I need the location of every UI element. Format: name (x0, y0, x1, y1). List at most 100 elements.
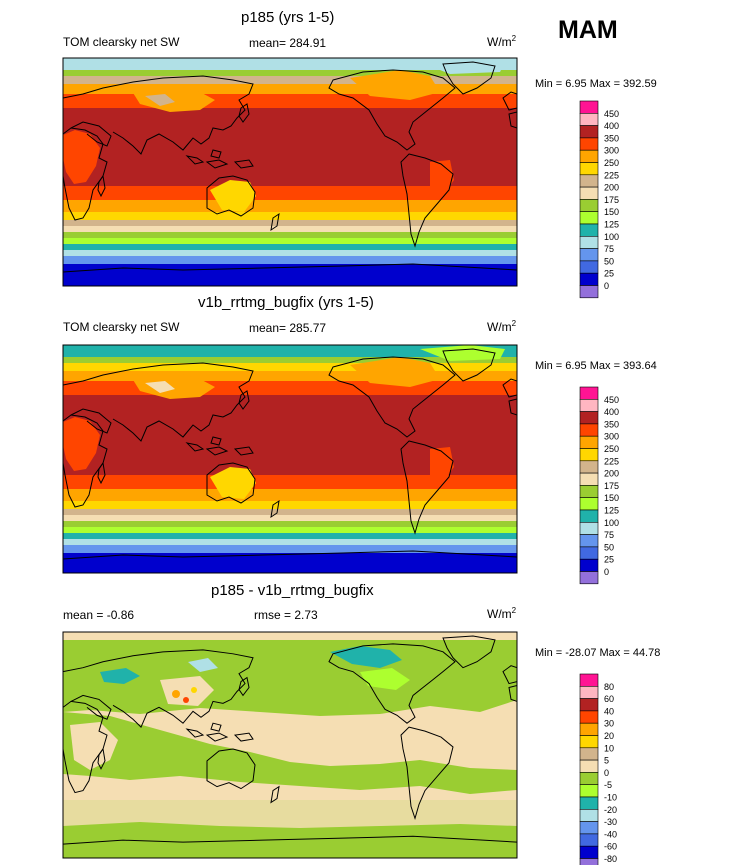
panel3-region (360, 668, 410, 690)
colorbar-swatch (579, 710, 599, 724)
panel3-region (183, 697, 189, 703)
panel2-land-patch (145, 381, 175, 393)
panel3-region (100, 668, 140, 684)
colorbar-swatch (579, 521, 599, 535)
panel3-frame (62, 631, 518, 859)
panel1-band (63, 232, 517, 238)
panel1-band (63, 212, 517, 220)
colorbar-swatch (579, 285, 599, 299)
colorbar-tick-label: 30 (604, 719, 614, 729)
panel2-band (63, 475, 517, 489)
colorbar-tick-label: 300 (604, 146, 619, 156)
colorbar-swatch (579, 272, 599, 286)
panel2-band (63, 509, 517, 515)
colorbar-panel3: 80 60 40 30 20 10 5 0 -5 -10 -20 -30 -40 -60 -80 (579, 673, 617, 865)
colorbar-tick-label: 0 (604, 768, 609, 778)
panel1-land-patch (350, 70, 440, 100)
colorbar-swatch (579, 113, 599, 126)
panel1-land-patch (420, 58, 505, 74)
colorbar-tick-label: 25 (604, 555, 614, 565)
panel3-map (63, 632, 517, 858)
panel1-band (63, 238, 517, 244)
colorbar-tick-label: 125 (604, 220, 619, 230)
colorbar-swatch (579, 472, 599, 486)
colorbar-tick-label: 75 (604, 244, 614, 254)
colorbar-tick-label: 150 (604, 207, 619, 217)
colorbar-swatch (579, 223, 599, 237)
panel3-region (172, 690, 180, 698)
colorbar-tick-label: 300 (604, 432, 619, 442)
panel1-map (63, 58, 517, 286)
colorbar-tick-label: 0 (604, 567, 609, 577)
panel2-variable-label: TOM clearsky net SW (63, 320, 180, 334)
colorbar-tick-label: 350 (604, 133, 619, 143)
colorbar-tick-label: 0 (604, 281, 609, 291)
panel2-band (63, 357, 517, 363)
panel1-frame (62, 57, 518, 287)
panel2-land-patch (420, 345, 505, 361)
colorbar-tick-label: 200 (604, 183, 619, 193)
colorbar-swatch (579, 485, 599, 498)
colorbar-tick-label: 50 (604, 256, 614, 266)
panel1-band (63, 244, 517, 250)
colorbar-swatch (579, 546, 599, 560)
colorbar-swatch (579, 747, 599, 761)
panel1-band (63, 84, 517, 94)
colorbar-swatch (579, 199, 599, 212)
panel1-band (63, 220, 517, 226)
colorbar-tick-label: -40 (604, 829, 617, 839)
panel3-title: p185 - v1b_rrtmg_bugfix (211, 582, 374, 599)
colorbar-tick-label: 225 (604, 170, 619, 180)
colorbar-swatch (579, 248, 599, 262)
colorbar-swatch (579, 735, 599, 749)
panel2-band (63, 521, 517, 527)
panel1-units: W/m2 (487, 34, 517, 49)
colorbar-swatch (579, 100, 599, 114)
colorbar-swatch (579, 833, 599, 847)
colorbar-tick-label: 20 (604, 731, 614, 741)
panel2-land-patch (130, 371, 215, 399)
panel2-band (63, 501, 517, 509)
colorbar-swatch (579, 685, 599, 699)
colorbar-swatch (579, 186, 599, 200)
colorbar-swatch (579, 571, 599, 585)
panel1-mean-label: mean= 284.91 (249, 36, 327, 50)
panel2-band (63, 545, 517, 553)
panel2-units: W/m2 (487, 319, 517, 334)
colorbar-swatch (579, 149, 599, 163)
colorbar-swatch (579, 845, 599, 859)
panel2-band (63, 533, 517, 539)
colorbar-swatch (579, 509, 599, 523)
panel2-frame (62, 344, 518, 574)
panel1-band (63, 200, 517, 212)
colorbar-swatch (579, 386, 599, 400)
panel2-range-label: Min = 6.95 Max = 393.64 (535, 360, 657, 372)
panel1-variable-label: TOM clearsky net SW (63, 35, 180, 49)
colorbar-swatch (579, 759, 599, 773)
colorbar-tick-label: 175 (604, 481, 619, 491)
colorbar-swatch (579, 260, 599, 274)
colorbar-tick-label: -80 (604, 854, 617, 864)
panel3-mean-label: mean = -0.86 (63, 608, 135, 622)
panel1-range-label: Min = 6.95 Max = 392.59 (535, 78, 657, 90)
panel2-band (63, 527, 517, 533)
colorbar-swatch (579, 137, 599, 151)
panel1-land-patch (145, 94, 175, 106)
panel2-map (63, 345, 517, 573)
panel1-band (63, 186, 517, 200)
panel2-band (63, 345, 517, 357)
colorbar-swatch (579, 784, 599, 798)
colorbar-tick-label: 400 (604, 121, 619, 131)
colorbar-swatch (579, 858, 599, 865)
colorbar-swatch (579, 796, 599, 810)
panel2-land-patch (350, 357, 440, 387)
panel2-band (63, 489, 517, 501)
colorbar-swatch (579, 808, 599, 822)
panel2-band (63, 381, 517, 395)
colorbar-swatch (579, 125, 599, 139)
colorbar-tick-label: 75 (604, 530, 614, 540)
colorbar-swatch (579, 435, 599, 449)
colorbar-swatch (579, 558, 599, 572)
